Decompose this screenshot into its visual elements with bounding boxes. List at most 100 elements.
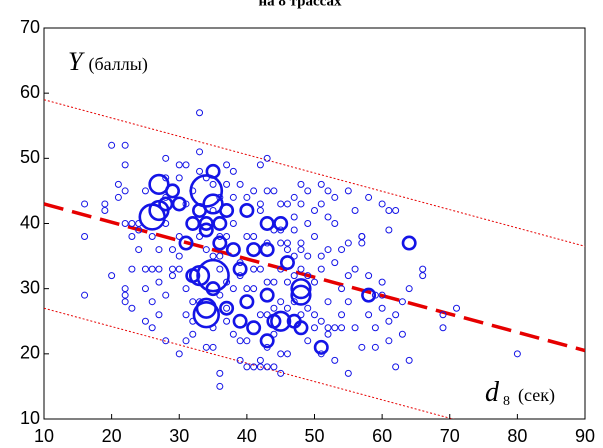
point xyxy=(216,265,224,273)
point xyxy=(513,350,521,358)
point xyxy=(277,298,285,306)
point xyxy=(398,330,406,338)
point xyxy=(175,233,183,241)
point xyxy=(148,265,156,273)
bubble xyxy=(138,203,166,231)
point xyxy=(297,180,305,188)
bubble xyxy=(290,278,312,300)
point xyxy=(263,239,271,247)
point xyxy=(256,265,264,273)
bubble xyxy=(239,294,255,310)
point xyxy=(148,298,156,306)
point xyxy=(182,161,190,169)
point xyxy=(148,324,156,332)
point xyxy=(108,141,116,149)
point xyxy=(344,272,352,280)
point xyxy=(155,311,163,319)
point xyxy=(385,226,393,234)
point xyxy=(250,233,258,241)
bubble xyxy=(270,310,292,332)
point xyxy=(331,259,339,267)
point xyxy=(256,311,264,319)
point xyxy=(256,200,264,208)
point xyxy=(344,239,352,247)
bubble xyxy=(185,216,201,232)
point xyxy=(283,239,291,247)
point xyxy=(202,174,210,182)
y-tick-label: 50 xyxy=(20,147,40,167)
point xyxy=(162,154,170,162)
point xyxy=(270,226,278,234)
point xyxy=(155,278,163,286)
point xyxy=(277,226,285,234)
point xyxy=(351,206,359,214)
y-symbol: Y xyxy=(68,47,85,76)
point xyxy=(311,324,318,332)
point xyxy=(317,200,325,208)
point xyxy=(209,324,217,332)
point xyxy=(385,337,393,345)
point xyxy=(324,298,332,306)
point xyxy=(162,220,170,227)
bubble xyxy=(171,196,187,212)
point xyxy=(229,285,237,293)
point xyxy=(277,200,285,208)
y-unit: (баллы) xyxy=(88,54,147,75)
point xyxy=(256,206,264,214)
band-line xyxy=(44,307,455,419)
point xyxy=(121,291,129,299)
point xyxy=(344,298,352,306)
point xyxy=(182,200,190,208)
point xyxy=(338,285,346,293)
bubble xyxy=(401,235,417,251)
point xyxy=(290,298,298,306)
point xyxy=(385,206,393,214)
point xyxy=(344,187,352,195)
point xyxy=(236,272,244,280)
point xyxy=(250,363,258,371)
point xyxy=(121,161,129,169)
point xyxy=(398,298,406,306)
point xyxy=(263,278,271,286)
point xyxy=(304,187,312,195)
bubble xyxy=(273,216,289,232)
point xyxy=(243,363,251,371)
point xyxy=(263,343,271,351)
point xyxy=(243,233,251,241)
point xyxy=(189,187,197,195)
point xyxy=(311,311,318,319)
y-tick-label: 40 xyxy=(20,212,40,232)
bubble xyxy=(148,173,170,195)
point xyxy=(121,187,129,195)
bubble xyxy=(198,222,214,238)
point xyxy=(223,278,231,286)
x-tick-label: 70 xyxy=(440,426,460,446)
point xyxy=(121,298,129,306)
bubble xyxy=(246,320,262,336)
point xyxy=(189,298,197,306)
point xyxy=(338,246,346,254)
point xyxy=(229,193,237,201)
point xyxy=(331,193,339,201)
point xyxy=(378,278,386,286)
band-line xyxy=(44,99,585,247)
point xyxy=(229,330,237,338)
point xyxy=(263,311,271,319)
x-tick-label: 10 xyxy=(34,426,54,446)
point xyxy=(405,356,413,364)
bubble xyxy=(196,258,230,293)
x-tick-label: 80 xyxy=(507,426,527,446)
point xyxy=(175,252,183,260)
bubble xyxy=(205,281,221,297)
point xyxy=(128,265,136,273)
point xyxy=(182,311,190,319)
point xyxy=(243,337,251,345)
x-tick-label: 20 xyxy=(102,426,122,446)
bubble xyxy=(219,202,235,218)
point xyxy=(331,356,339,364)
plot-frame xyxy=(43,27,586,420)
point xyxy=(290,252,298,260)
point xyxy=(283,278,291,286)
point xyxy=(439,311,447,319)
